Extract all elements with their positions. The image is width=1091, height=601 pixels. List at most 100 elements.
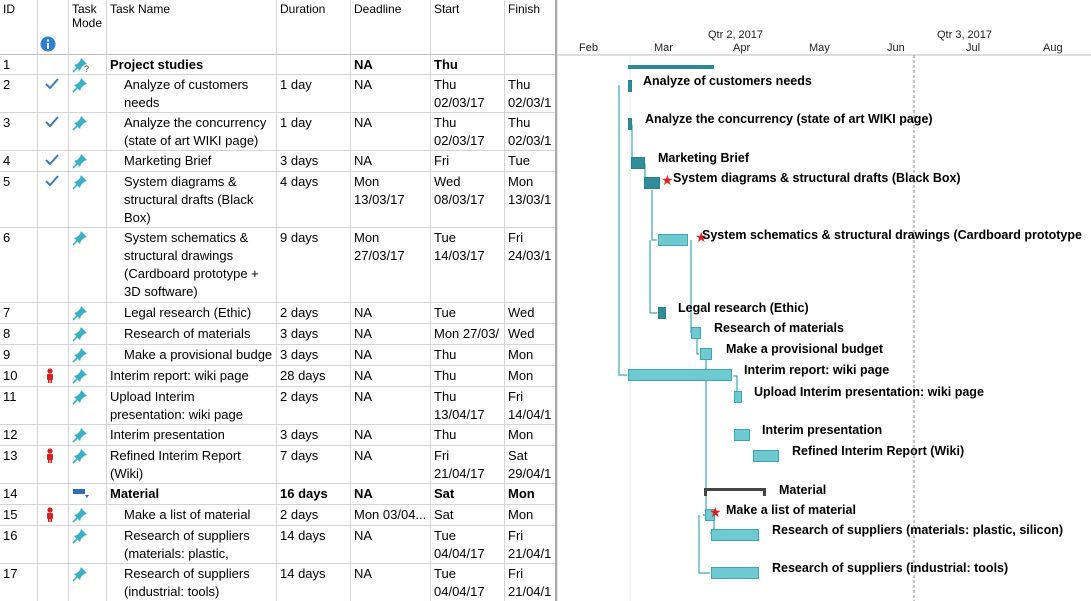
task-mode-cell[interactable] [69, 75, 107, 113]
task-deadline-cell[interactable]: NA [351, 446, 431, 484]
col-header-id[interactable]: ID [0, 0, 38, 55]
task-deadline-cell[interactable]: NA [351, 564, 431, 601]
indicator-cell[interactable] [38, 446, 69, 484]
gantt-task-bar[interactable] [631, 157, 645, 169]
task-duration-cell[interactable] [277, 55, 351, 75]
task-deadline-cell[interactable]: NA [351, 387, 431, 425]
task-name-cell[interactable]: Analyze the concurrency (state of art WI… [107, 113, 277, 151]
row-id[interactable]: 4 [0, 151, 38, 172]
indicator-cell[interactable] [38, 387, 69, 425]
task-mode-cell[interactable] [69, 387, 107, 425]
task-mode-cell[interactable] [69, 366, 107, 387]
task-duration-cell[interactable]: 14 days [277, 526, 351, 564]
task-mode-cell[interactable] [69, 505, 107, 526]
task-start-cell[interactable]: Sat 01/04/17 [431, 484, 505, 505]
indicator-cell[interactable] [38, 151, 69, 172]
task-duration-cell[interactable]: 2 days [277, 505, 351, 526]
task-deadline-cell[interactable]: NA [351, 324, 431, 345]
task-start-cell[interactable]: Thu 13/04/17 [431, 387, 505, 425]
gantt-task-bar[interactable] [734, 429, 750, 441]
task-duration-cell[interactable]: 7 days [277, 446, 351, 484]
row-id[interactable]: 16 [0, 526, 38, 564]
task-name-cell[interactable]: Make a provisional budge [107, 345, 277, 366]
indicator-cell[interactable] [38, 55, 69, 75]
task-duration-cell[interactable]: 4 days [277, 172, 351, 228]
row-id[interactable]: 9 [0, 345, 38, 366]
task-start-cell[interactable]: Tue 14/03/1 [431, 303, 505, 324]
task-name-cell[interactable]: Analyze of customers needs [107, 75, 277, 113]
col-header-indicators[interactable] [38, 0, 69, 55]
task-deadline-cell[interactable]: NA [351, 151, 431, 172]
task-start-cell[interactable]: Thu 02/03/17 [431, 113, 505, 151]
task-duration-cell[interactable]: 3 days [277, 345, 351, 366]
task-finish-cell[interactable]: Mon 24, [505, 484, 557, 505]
col-header-task-name[interactable]: Task Name [107, 0, 277, 55]
gantt-task-bar[interactable] [700, 348, 712, 360]
task-name-cell[interactable]: Refined Interim Report (Wiki) [107, 446, 277, 484]
task-mode-cell[interactable] [69, 324, 107, 345]
task-deadline-cell[interactable]: NA [351, 55, 431, 75]
indicator-cell[interactable] [38, 172, 69, 228]
task-mode-cell[interactable] [69, 526, 107, 564]
task-name-cell[interactable]: Research of materials [107, 324, 277, 345]
indicator-cell[interactable] [38, 484, 69, 505]
task-finish-cell[interactable]: Thu 02/03/1 [505, 113, 557, 151]
gantt-task-bar[interactable] [658, 234, 688, 246]
task-mode-cell[interactable] [69, 484, 107, 505]
task-name-cell[interactable]: Research of suppliers (industrial: tools… [107, 564, 277, 601]
task-name-cell[interactable]: Material [107, 484, 277, 505]
task-start-cell[interactable]: Fri 03/03/17 [431, 151, 505, 172]
task-duration-cell[interactable]: 3 days [277, 151, 351, 172]
indicator-cell[interactable] [38, 564, 69, 601]
task-mode-cell[interactable] [69, 564, 107, 601]
task-deadline-cell[interactable]: Mon 27/03/17 [351, 228, 431, 303]
task-duration-cell[interactable]: 16 days [277, 484, 351, 505]
task-deadline-cell[interactable]: NA [351, 425, 431, 446]
row-id[interactable]: 10 [0, 366, 38, 387]
task-finish-cell[interactable]: Fri 14/04/1 [505, 387, 557, 425]
task-start-cell[interactable]: Thu 02/03/1 [431, 55, 505, 75]
col-header-task-mode[interactable]: Task Mode [69, 0, 107, 55]
task-start-cell[interactable]: Thu 02/03/17 [431, 75, 505, 113]
task-duration-cell[interactable]: 2 days [277, 387, 351, 425]
task-deadline-cell[interactable]: NA [351, 526, 431, 564]
task-mode-cell[interactable] [69, 446, 107, 484]
task-duration-cell[interactable]: 28 days [277, 366, 351, 387]
task-deadline-cell[interactable]: NA [351, 484, 431, 505]
task-mode-cell[interactable] [69, 172, 107, 228]
task-start-cell[interactable]: Tue 04/04/17 [431, 564, 505, 601]
task-finish-cell[interactable] [505, 55, 557, 75]
gantt-task-bar[interactable] [705, 509, 715, 521]
row-id[interactable]: 7 [0, 303, 38, 324]
indicator-cell[interactable] [38, 505, 69, 526]
row-id[interactable]: 1 [0, 55, 38, 75]
task-mode-cell[interactable] [69, 345, 107, 366]
task-name-cell[interactable]: Marketing Brief [107, 151, 277, 172]
row-id[interactable]: 17 [0, 564, 38, 601]
task-finish-cell[interactable]: Wed 15, [505, 303, 557, 324]
col-header-duration[interactable]: Duration [277, 0, 351, 55]
row-id[interactable]: 13 [0, 446, 38, 484]
row-id[interactable]: 2 [0, 75, 38, 113]
col-header-deadline[interactable]: Deadline [351, 0, 431, 55]
gantt-task-bar[interactable] [628, 80, 632, 92]
task-start-cell[interactable]: Thu 30/03/1 [431, 345, 505, 366]
task-start-cell[interactable]: Fri 21/04/17 [431, 446, 505, 484]
task-mode-cell[interactable] [69, 228, 107, 303]
col-header-start[interactable]: Start [431, 0, 505, 55]
gantt-task-bar[interactable] [734, 391, 742, 403]
task-deadline-cell[interactable]: NA [351, 113, 431, 151]
task-name-cell[interactable]: Upload Interim presentation: wiki page [107, 387, 277, 425]
task-finish-cell[interactable]: Wed 29, [505, 324, 557, 345]
task-name-cell[interactable]: Make a list of material [107, 505, 277, 526]
task-mode-cell[interactable] [69, 151, 107, 172]
task-deadline-cell[interactable]: NA [351, 303, 431, 324]
gantt-task-bar[interactable] [753, 450, 779, 462]
task-finish-cell[interactable]: Mon 03, [505, 345, 557, 366]
task-finish-cell[interactable]: Tue 07/( [505, 151, 557, 172]
task-finish-cell[interactable]: Fri 24/03/1 [505, 228, 557, 303]
row-id[interactable]: 14 [0, 484, 38, 505]
task-start-cell[interactable]: Wed 08/03/17 [431, 172, 505, 228]
indicator-cell[interactable] [38, 75, 69, 113]
task-name-cell[interactable]: System schematics & structural drawings … [107, 228, 277, 303]
